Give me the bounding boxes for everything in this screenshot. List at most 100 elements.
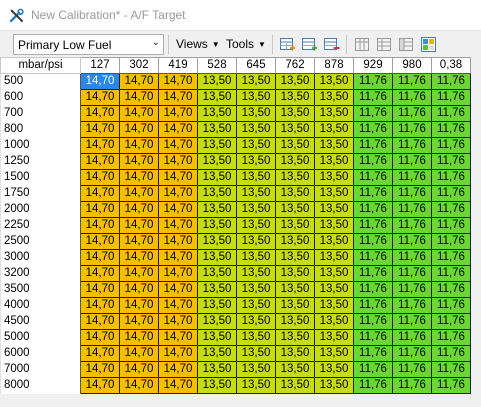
table-cell[interactable]: 13,50	[197, 377, 237, 394]
table-cell[interactable]: 11,76	[392, 377, 432, 394]
row-header[interactable]: 2000	[0, 201, 81, 218]
table-cell[interactable]: 11,76	[431, 169, 471, 186]
table-cell[interactable]: 14,70	[119, 201, 159, 218]
row-header[interactable]: 500	[0, 73, 81, 90]
table-cell[interactable]: 14,70	[158, 233, 198, 250]
column-header[interactable]: 127	[80, 57, 120, 74]
grid-columns-icon[interactable]	[354, 36, 371, 53]
table-cell[interactable]: 11,76	[353, 313, 393, 330]
table-cell[interactable]: 13,50	[197, 281, 237, 298]
table-cell[interactable]: 13,50	[314, 329, 354, 346]
row-header[interactable]: 1750	[0, 185, 81, 202]
table-cell[interactable]: 13,50	[275, 281, 315, 298]
table-cell[interactable]: 13,50	[236, 265, 276, 282]
table-cell[interactable]: 11,76	[392, 201, 432, 218]
table-cell[interactable]: 11,76	[353, 329, 393, 346]
table-cell[interactable]: 14,70	[80, 169, 120, 186]
table-cell[interactable]: 13,50	[236, 121, 276, 138]
table-cell[interactable]: 13,50	[275, 185, 315, 202]
table-cell[interactable]: 13,50	[197, 233, 237, 250]
table-cell[interactable]: 13,50	[236, 73, 276, 90]
table-cell[interactable]: 11,76	[353, 201, 393, 218]
table-cell[interactable]: 13,50	[236, 105, 276, 122]
table-cell[interactable]: 11,76	[392, 73, 432, 90]
row-header[interactable]: 5000	[0, 329, 81, 346]
grid-rows-icon[interactable]	[376, 36, 393, 53]
table-cell[interactable]: 13,50	[275, 169, 315, 186]
table-cell[interactable]: 11,76	[353, 89, 393, 106]
table-cell[interactable]: 14,70	[119, 185, 159, 202]
table-cell[interactable]: 11,76	[392, 361, 432, 378]
column-header[interactable]: 645	[236, 57, 276, 74]
table-cell[interactable]: 13,50	[236, 217, 276, 234]
table-cell[interactable]: 14,70	[158, 361, 198, 378]
row-header[interactable]: 600	[0, 89, 81, 106]
table-cell[interactable]: 14,70	[80, 313, 120, 330]
row-header[interactable]: 3200	[0, 265, 81, 282]
table-cell[interactable]: 13,50	[275, 73, 315, 90]
table-cell[interactable]: 13,50	[314, 361, 354, 378]
map-select-dropdown[interactable]: Primary Low Fuel ⌄	[13, 34, 164, 55]
table-cell[interactable]: 14,70	[119, 153, 159, 170]
row-header[interactable]: 8000	[0, 377, 81, 394]
table-cell[interactable]: 14,70	[80, 345, 120, 362]
table-cell[interactable]: 13,50	[236, 201, 276, 218]
row-header[interactable]: 800	[0, 121, 81, 138]
table-cell[interactable]: 14,70	[119, 73, 159, 90]
table-cell[interactable]: 13,50	[314, 345, 354, 362]
table-cell[interactable]: 11,76	[392, 89, 432, 106]
table-cell[interactable]: 11,76	[392, 169, 432, 186]
table-cell[interactable]: 13,50	[275, 201, 315, 218]
table-cell[interactable]: 13,50	[314, 297, 354, 314]
table-cell[interactable]: 14,70	[80, 105, 120, 122]
table-cell[interactable]: 13,50	[236, 361, 276, 378]
table-cell[interactable]: 11,76	[353, 105, 393, 122]
tools-menu-button[interactable]: Tools ▼	[226, 37, 266, 51]
table-cell[interactable]: 13,50	[236, 233, 276, 250]
table-cell[interactable]: 13,50	[275, 121, 315, 138]
table-cell[interactable]: 11,76	[353, 169, 393, 186]
table-cell[interactable]: 14,70	[119, 217, 159, 234]
table-cell[interactable]: 13,50	[314, 137, 354, 154]
table-cell[interactable]: 14,70	[158, 281, 198, 298]
table-cell[interactable]: 13,50	[197, 169, 237, 186]
table-cell[interactable]: 14,70	[119, 297, 159, 314]
table-cell[interactable]: 11,76	[392, 345, 432, 362]
table-cell[interactable]: 13,50	[314, 121, 354, 138]
table-cell[interactable]: 11,76	[431, 233, 471, 250]
table-cell[interactable]: 14,70	[80, 265, 120, 282]
table-cell[interactable]: 14,70	[158, 185, 198, 202]
table-cell[interactable]: 14,70	[80, 361, 120, 378]
table-cell[interactable]: 13,50	[236, 345, 276, 362]
table-cell[interactable]: 11,76	[353, 345, 393, 362]
table-cell[interactable]: 13,50	[197, 361, 237, 378]
remove-row-icon[interactable]	[323, 36, 340, 53]
table-cell[interactable]: 13,50	[197, 89, 237, 106]
graph-view-icon[interactable]	[420, 36, 437, 53]
column-header[interactable]: 0,38	[431, 57, 471, 74]
table-cell[interactable]: 11,76	[431, 105, 471, 122]
table-cell[interactable]: 13,50	[314, 217, 354, 234]
table-cell[interactable]: 13,50	[314, 233, 354, 250]
table-cell[interactable]: 13,50	[197, 345, 237, 362]
table-cell[interactable]: 14,70	[80, 297, 120, 314]
grid-cells-icon[interactable]	[398, 36, 415, 53]
row-header[interactable]: 2250	[0, 217, 81, 234]
row-header[interactable]: 3000	[0, 249, 81, 266]
table-cell[interactable]: 11,76	[353, 185, 393, 202]
table-cell[interactable]: 13,50	[314, 105, 354, 122]
table-cell[interactable]: 11,76	[392, 249, 432, 266]
row-header[interactable]: 3500	[0, 281, 81, 298]
table-cell[interactable]: 13,50	[197, 73, 237, 90]
table-cell[interactable]: 14,70	[119, 329, 159, 346]
table-cell[interactable]: 14,70	[119, 361, 159, 378]
table-cell[interactable]: 14,70	[119, 121, 159, 138]
table-cell[interactable]: 11,76	[431, 121, 471, 138]
table-cell[interactable]: 13,50	[314, 153, 354, 170]
table-cell[interactable]: 13,50	[275, 153, 315, 170]
row-header[interactable]: 700	[0, 105, 81, 122]
table-cell[interactable]: 13,50	[314, 89, 354, 106]
table-cell[interactable]: 13,50	[236, 329, 276, 346]
row-header[interactable]: 1250	[0, 153, 81, 170]
column-header[interactable]: 528	[197, 57, 237, 74]
